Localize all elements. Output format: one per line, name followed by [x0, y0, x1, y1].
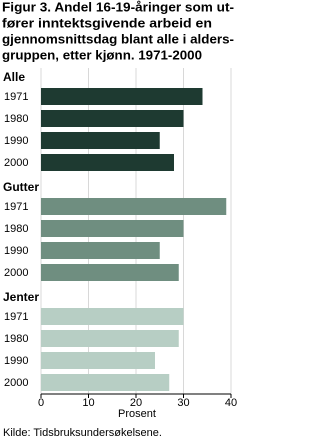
group-label: Jenter: [3, 290, 39, 304]
y-tick-label: 1971: [4, 311, 28, 323]
y-tick-label: 2000: [4, 377, 28, 389]
chart-title: gruppen, etter kjønn. 1971-2000: [2, 47, 202, 62]
x-tick-label: 20: [130, 397, 142, 409]
bar: [41, 110, 184, 127]
y-tick-label: 1971: [4, 201, 28, 213]
chart: Figur 3. Andel 16-19-åringer som ut- før…: [2, 0, 237, 439]
source: Kilde: Tidsbruksundersøkelsene.: [3, 427, 162, 439]
y-tick-label: 2000: [4, 267, 28, 279]
x-tick-label: 0: [38, 397, 44, 409]
y-tick-label: 1980: [4, 333, 28, 345]
x-axis-label: Prosent: [118, 408, 156, 420]
bar: [41, 132, 160, 149]
bar: [41, 88, 203, 105]
bar: [41, 374, 170, 391]
x-tick-label: 30: [177, 397, 189, 409]
chart-title: Figur 3. Andel 16-19-åringer som ut-: [2, 0, 234, 14]
y-tick-label: 1980: [4, 223, 28, 235]
group-label: Gutter: [3, 180, 39, 194]
bar: [41, 308, 184, 325]
y-tick-label: 2000: [4, 157, 28, 169]
y-tick-label: 1990: [4, 355, 28, 367]
bar: [41, 154, 174, 171]
x-tick-label: 40: [225, 397, 237, 409]
y-tick-label: 1990: [4, 135, 28, 147]
bar: [41, 242, 160, 259]
y-tick-label: 1980: [4, 113, 28, 125]
bar: [41, 352, 155, 369]
bar: [41, 330, 179, 347]
bar: [41, 220, 184, 237]
x-tick-label: 10: [82, 397, 94, 409]
bar: [41, 264, 179, 281]
y-tick-label: 1971: [4, 91, 28, 103]
y-tick-label: 1990: [4, 245, 28, 257]
group-label: Alle: [3, 70, 25, 84]
bar: [41, 198, 227, 215]
chart-title: gjennomsnittsdag blant alle i alders-: [2, 31, 234, 46]
chart-title: fører inntektsgivende arbeid en: [2, 15, 212, 30]
